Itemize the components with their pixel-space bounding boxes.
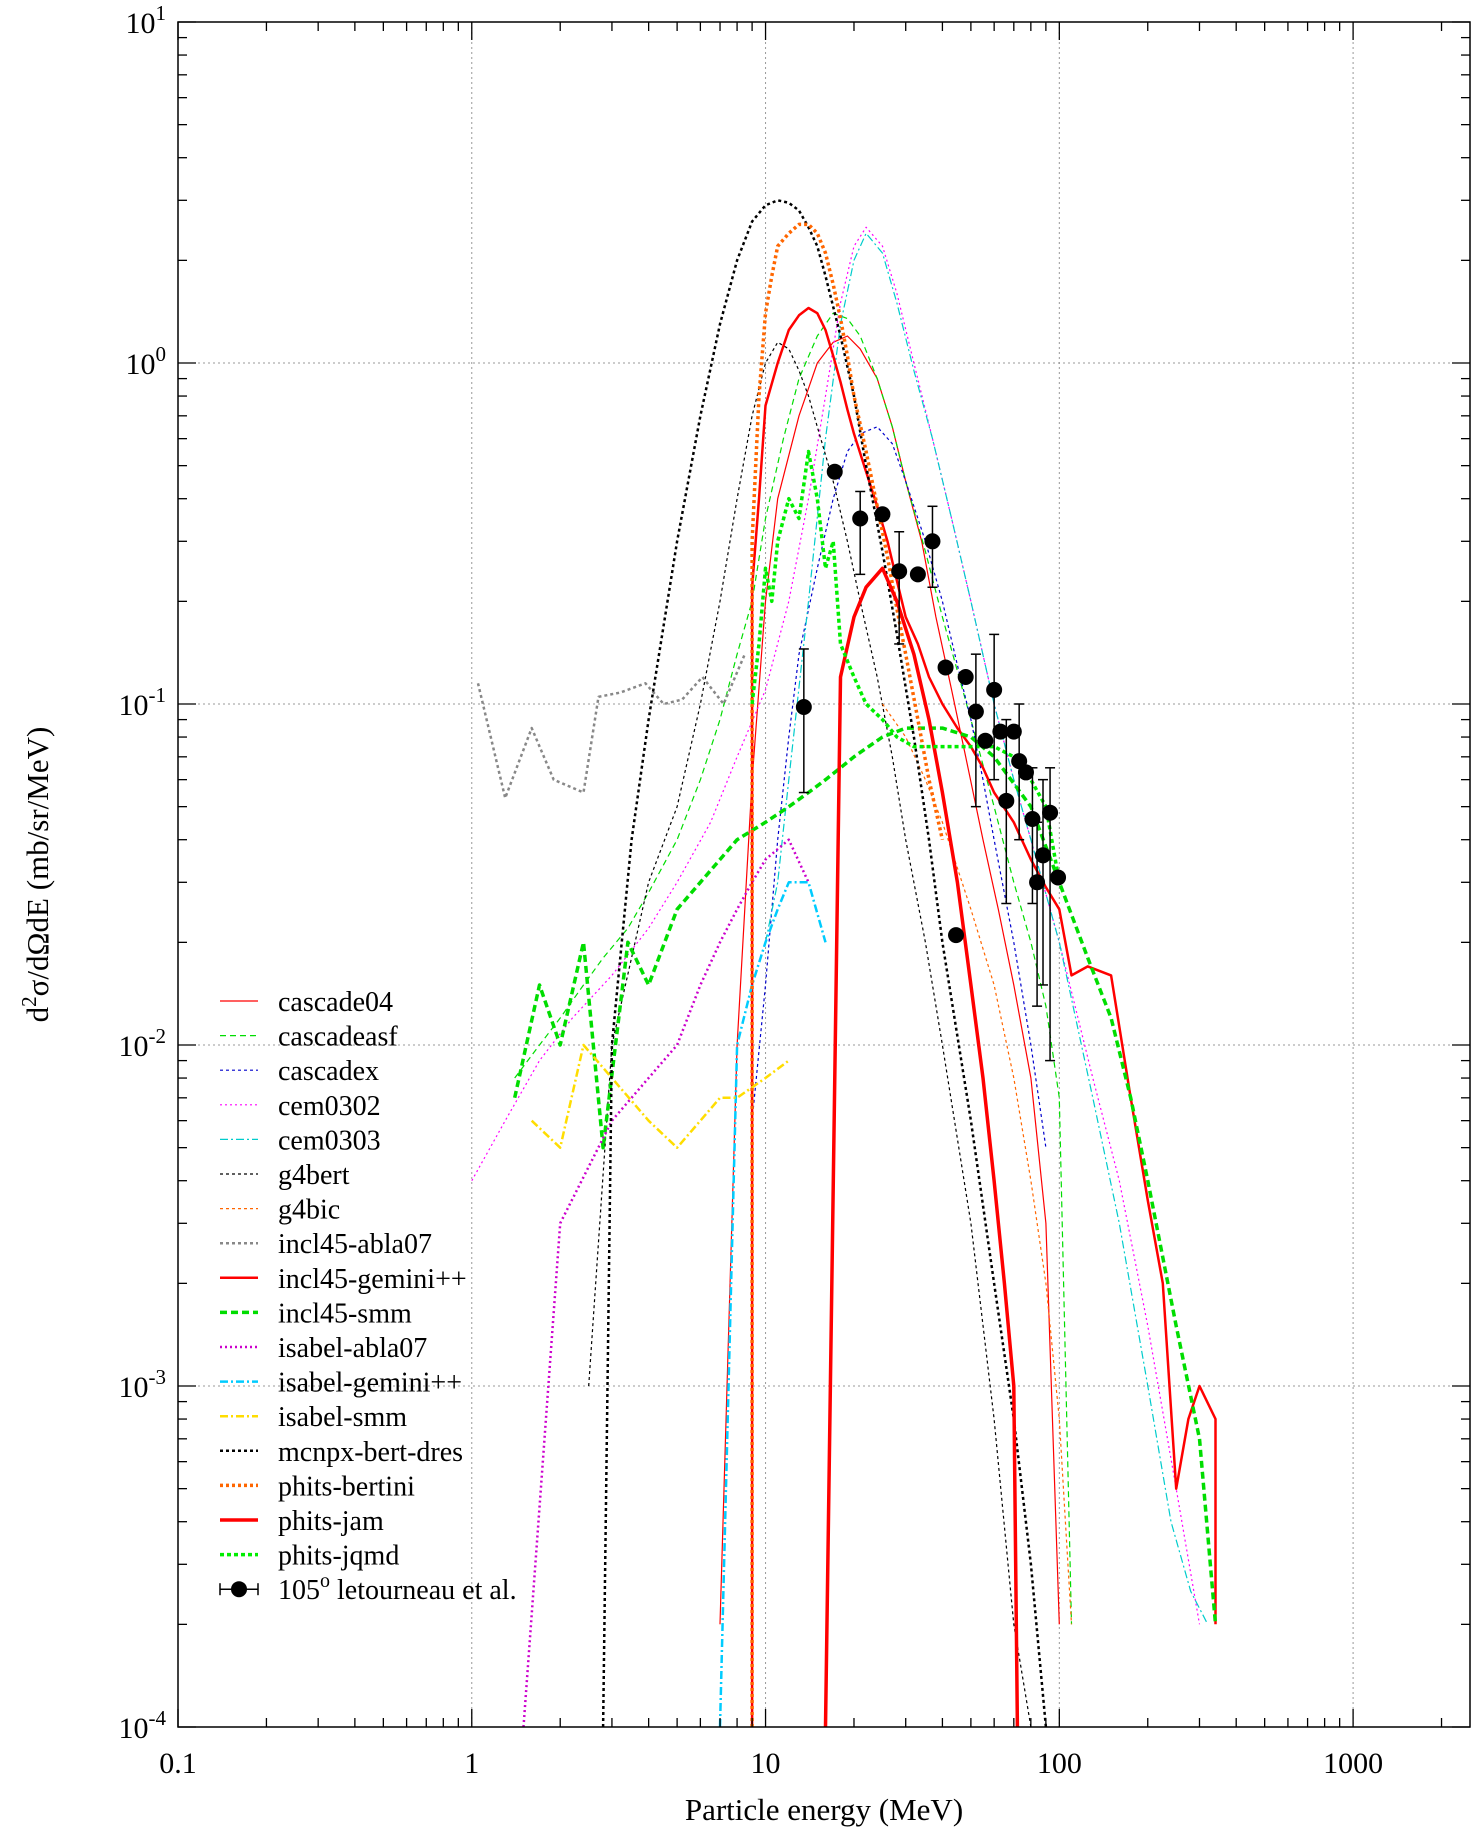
series-line-cascadeasf (514, 312, 1073, 1625)
y-axis-title-sup: 2 (17, 996, 41, 1007)
y-tick-label: 101 (126, 1, 167, 40)
legend-label-g4bic: g4bic (278, 1195, 340, 1226)
data-point (986, 681, 1003, 698)
axis-ticks: 0.1 1 10 100 1000 101 100 10-1 10-2 10-3 10-4 (119, 1, 1470, 1780)
y-tick-label: 10-1 (119, 683, 167, 722)
data-point (957, 668, 974, 685)
legend-swatch-point (231, 1581, 247, 1598)
data-point (924, 533, 941, 550)
legend-label-experimental: 105o letourneau et al. (278, 1570, 517, 1606)
x-axis-title: Particle energy (MeV) (685, 1792, 963, 1827)
data-point (852, 510, 869, 527)
y-tick-label: 10-2 (119, 1024, 167, 1063)
legend-label-cascadeasf: cascadeasf (278, 1022, 398, 1053)
data-point (1029, 874, 1046, 891)
y-tick-label: 10-4 (119, 1706, 167, 1745)
x-tick-label: 10 (751, 1747, 781, 1780)
series-line-incl45-smm (512, 726, 1218, 1625)
legend-label-g4bert: g4bert (278, 1160, 350, 1191)
data-point (1050, 869, 1067, 886)
legend-label-mcnpx-bert-dres: mcnpx-bert-dres (278, 1437, 463, 1468)
data-point (977, 732, 994, 749)
data-point (795, 698, 812, 715)
legend-label-cascadex: cascadex (278, 1056, 379, 1087)
y-axis-title: d2σ/dΩdE (mb/sr/MeV) (17, 727, 55, 1023)
legend-label-incl45-smm: incl45-smm (278, 1298, 412, 1329)
data-point (1024, 810, 1041, 827)
series-line-isabel-gemini++ (718, 881, 827, 1728)
data-point (998, 792, 1015, 809)
grid-lines (178, 22, 1470, 1727)
data-point (1042, 804, 1059, 821)
series-line-incl45-abla07 (476, 653, 746, 800)
legend-label-incl45-gemini++: incl45-gemini++ (278, 1264, 467, 1295)
x-tick-label: 1000 (1323, 1747, 1383, 1780)
x-tick-label: 0.1 (159, 1747, 197, 1780)
data-point (1005, 723, 1022, 740)
y-tick-label: 100 (126, 342, 167, 381)
x-tick-label: 100 (1037, 1747, 1082, 1780)
series-line-cem0303 (764, 232, 1209, 1625)
data-point (1035, 847, 1052, 864)
legend-label-isabel-smm: isabel-smm (278, 1402, 407, 1433)
plot-frame (177, 21, 1471, 1728)
legend-label-cem0303: cem0303 (278, 1125, 381, 1156)
data-point (992, 723, 1009, 740)
data-point (937, 659, 954, 676)
data-point (826, 463, 843, 480)
data-point (967, 703, 984, 720)
y-axis-title-rest: σ/dΩdE (mb/sr/MeV) (20, 727, 55, 997)
data-point (891, 563, 908, 580)
data-point (948, 927, 965, 944)
y-axis-title-prefix: d (20, 1006, 55, 1022)
legend-label-incl45-abla07: incl45-abla07 (278, 1229, 432, 1260)
legend-label-isabel-abla07: isabel-abla07 (278, 1333, 427, 1364)
series-line-cem0302 (471, 226, 1201, 1625)
data-point (1017, 764, 1034, 781)
legend-label-isabel-gemini++: isabel-gemini++ (278, 1368, 462, 1399)
data-point (874, 506, 891, 523)
data-point (909, 566, 926, 583)
series-line-phits-jam (823, 566, 1020, 1728)
series-line-cascadex (751, 426, 1047, 1148)
series-line-isabel-smm (530, 1043, 790, 1149)
experimental-points (795, 463, 1067, 1062)
y-tick-label: 10-3 (119, 1365, 167, 1404)
series-line-g4bert (588, 341, 1032, 1728)
series-line-isabel-abla07 (522, 838, 810, 1728)
legend-label-phits-jqmd: phits-jqmd (278, 1541, 399, 1572)
legend-label-phits-jam: phits-jam (278, 1506, 384, 1537)
x-tick-label: 1 (464, 1747, 479, 1780)
legend-label-phits-bertini: phits-bertini (278, 1471, 415, 1502)
legend-label-cem0302: cem0302 (278, 1091, 381, 1122)
legend-label-cascade04: cascade04 (278, 987, 393, 1018)
